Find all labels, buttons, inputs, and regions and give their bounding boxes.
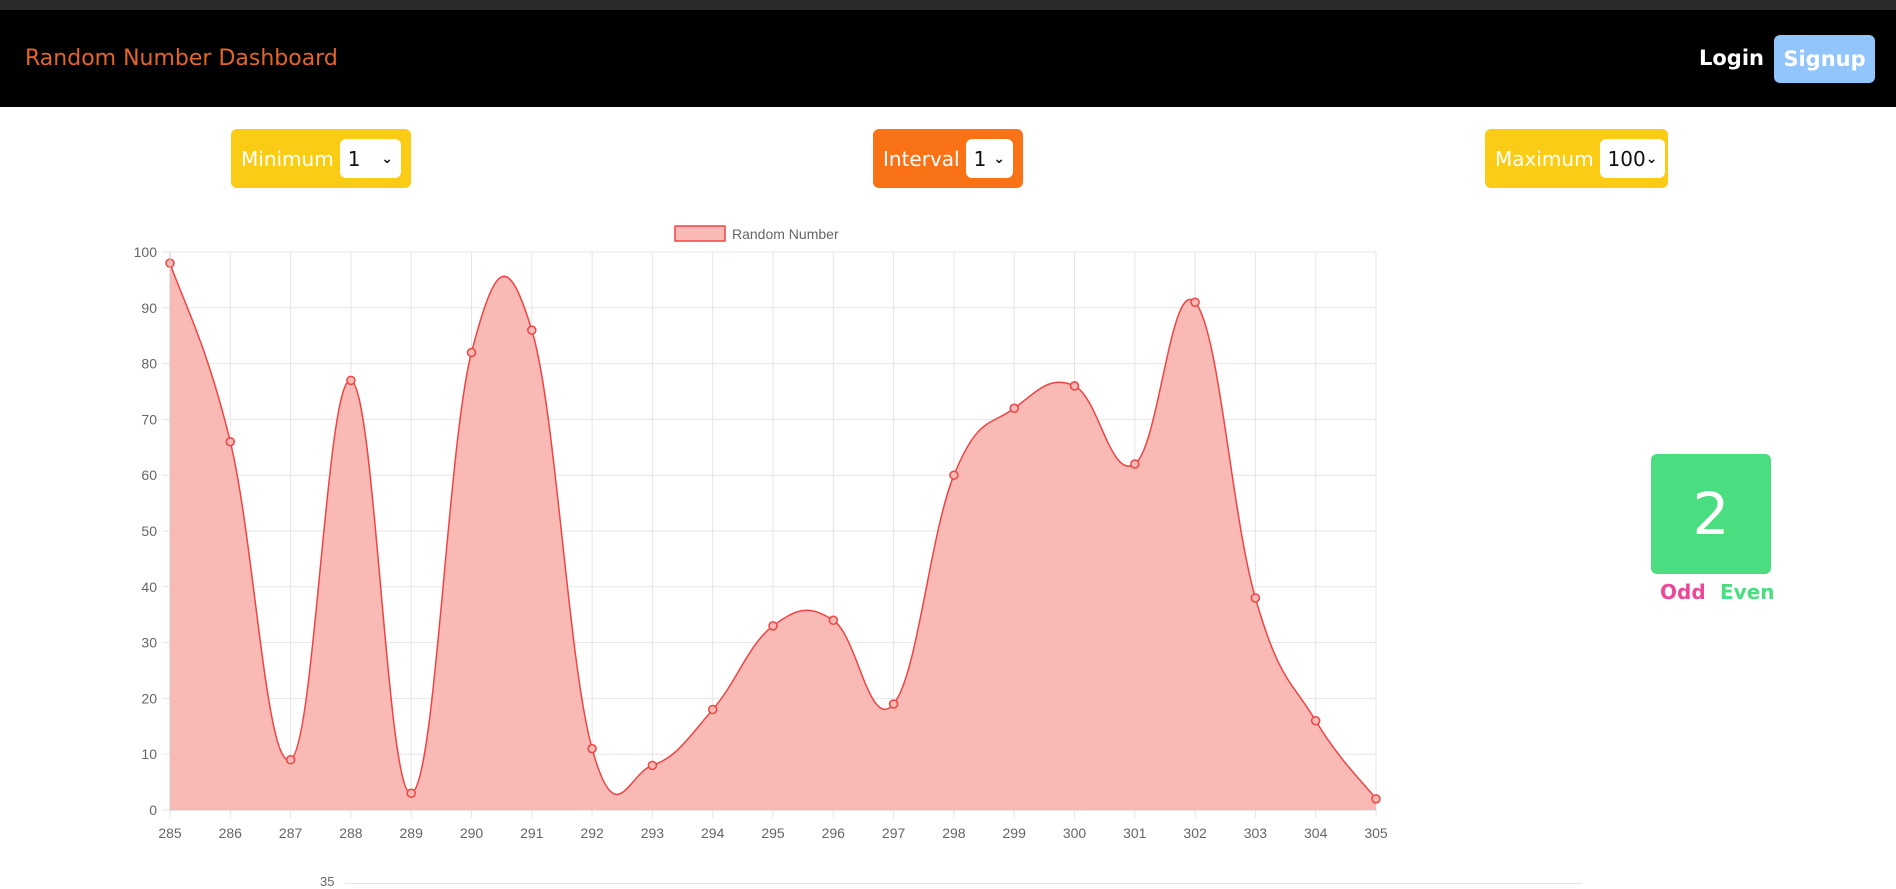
data-point bbox=[828, 615, 839, 626]
legend-label: Random Number bbox=[732, 226, 839, 242]
data-point bbox=[949, 470, 959, 480]
data-point bbox=[346, 375, 356, 386]
data-point bbox=[1371, 794, 1381, 804]
data-point bbox=[1250, 593, 1261, 603]
legend-swatch bbox=[674, 225, 726, 242]
minimum-label: Minimum bbox=[241, 146, 334, 171]
x-tick-label: 293 bbox=[641, 825, 665, 841]
chevron-down-icon: ⌄ bbox=[381, 150, 393, 167]
navbar: Random Number Dashboard Login Signup bbox=[0, 10, 1896, 107]
x-tick-label: 288 bbox=[339, 825, 363, 841]
next-chart-tick-label: 35 bbox=[320, 874, 335, 889]
maximum-control: Maximum 100 ⌄ bbox=[1485, 129, 1668, 188]
browser-top-strip bbox=[0, 0, 1896, 10]
chevron-down-icon: ⌄ bbox=[1645, 150, 1658, 167]
data-point bbox=[1190, 297, 1200, 307]
x-tick-label: 286 bbox=[219, 825, 243, 841]
odd-label: Odd bbox=[1660, 580, 1706, 604]
data-point bbox=[768, 621, 778, 631]
x-tick-label: 302 bbox=[1183, 825, 1207, 841]
minimum-select[interactable]: 1 ⌄ bbox=[339, 139, 401, 178]
data-point bbox=[888, 699, 899, 709]
data-point bbox=[466, 347, 477, 358]
x-tick-label: 299 bbox=[1003, 825, 1027, 841]
data-point bbox=[527, 325, 537, 335]
x-tick-label: 294 bbox=[701, 825, 725, 841]
x-tick-label: 301 bbox=[1123, 825, 1147, 841]
x-tick-label: 305 bbox=[1364, 825, 1388, 841]
current-number-box: 2 bbox=[1651, 454, 1771, 574]
x-tick-label: 303 bbox=[1244, 825, 1268, 841]
login-link[interactable]: Login bbox=[1699, 46, 1764, 70]
data-point bbox=[406, 788, 416, 799]
x-tick-label: 287 bbox=[279, 825, 303, 841]
maximum-select[interactable]: 100 ⌄ bbox=[1599, 139, 1666, 178]
data-point bbox=[1069, 381, 1080, 391]
x-tick-label: 304 bbox=[1304, 825, 1328, 841]
interval-select[interactable]: 1 ⌄ bbox=[965, 139, 1013, 178]
random-number-chart: 0 10 20 30 40 50 60 70 80 90 100 285 286 287 288 289 290… bbox=[134, 225, 1388, 841]
y-tick-label: 50 bbox=[141, 523, 157, 539]
data-point bbox=[285, 755, 296, 765]
y-tick-label: 20 bbox=[141, 690, 157, 706]
minimum-select-value: 1 bbox=[347, 146, 361, 171]
data-point bbox=[1009, 403, 1019, 413]
data-point bbox=[707, 704, 718, 715]
series-area bbox=[170, 263, 1376, 810]
series-line bbox=[169, 262, 1377, 800]
x-tick-label: 289 bbox=[400, 825, 424, 841]
brand-title[interactable]: Random Number Dashboard bbox=[25, 46, 338, 71]
signup-button[interactable]: Signup bbox=[1774, 35, 1875, 83]
y-tick-label: 70 bbox=[141, 411, 157, 427]
x-tick-label: 300 bbox=[1063, 825, 1087, 841]
maximum-label: Maximum bbox=[1495, 146, 1594, 171]
y-tick-label: 40 bbox=[141, 579, 157, 595]
y-tick-label: 30 bbox=[141, 635, 157, 651]
chevron-down-icon: ⌄ bbox=[993, 150, 1005, 167]
interval-label: Interval bbox=[883, 146, 960, 171]
x-tick-label: 297 bbox=[882, 825, 906, 841]
y-tick-label: 10 bbox=[141, 746, 157, 762]
x-tick-label: 292 bbox=[580, 825, 604, 841]
data-point bbox=[1310, 715, 1321, 726]
y-tick-label: 80 bbox=[141, 356, 157, 372]
x-tick-label: 291 bbox=[520, 825, 544, 841]
even-label: Even bbox=[1720, 580, 1775, 604]
data-point bbox=[225, 436, 236, 447]
x-tick-label: 295 bbox=[761, 825, 785, 841]
maximum-select-value: 100 bbox=[1607, 146, 1646, 171]
x-tick-label: 298 bbox=[942, 825, 966, 841]
interval-select-value: 1 bbox=[973, 146, 987, 171]
y-tick-label: 100 bbox=[134, 244, 158, 260]
x-tick-label: 290 bbox=[460, 825, 484, 841]
data-point bbox=[1130, 459, 1140, 469]
y-tick-label: 0 bbox=[149, 802, 157, 818]
interval-control: Interval 1 ⌄ bbox=[873, 129, 1023, 188]
x-tick-label: 296 bbox=[822, 825, 846, 841]
y-tick-label: 60 bbox=[141, 467, 157, 483]
x-tick-label: 285 bbox=[158, 825, 182, 841]
minimum-control: Minimum 1 ⌄ bbox=[231, 129, 411, 188]
y-tick-label: 90 bbox=[141, 300, 157, 316]
data-point bbox=[587, 743, 597, 754]
data-point bbox=[647, 760, 658, 771]
